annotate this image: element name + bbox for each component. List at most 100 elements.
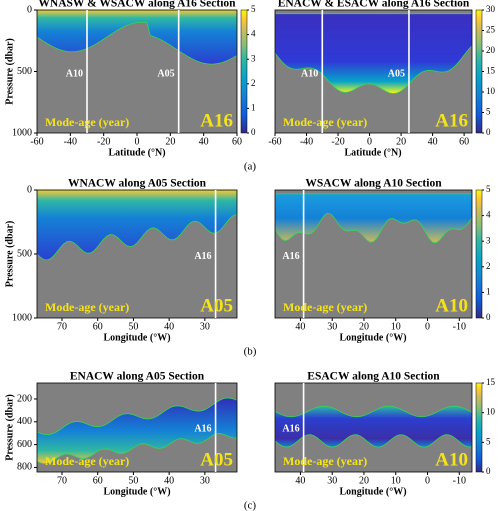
- y-tick-label: 200: [17, 393, 32, 404]
- y-tick-label: 500: [17, 248, 32, 259]
- field-band: [275, 405, 472, 448]
- annotation: Mode-age (year): [45, 115, 129, 129]
- y-axis-label: Pressure (dbar): [4, 394, 15, 461]
- x-tick-label: 40: [164, 321, 174, 332]
- x-tick-label: 20: [165, 136, 175, 147]
- y-tick-label: 400: [17, 416, 32, 427]
- colorbar-tick-label: 5: [486, 107, 491, 117]
- panel-title: WNASW & WSACW along A16 Section: [38, 0, 236, 10]
- colorbar-tick-label: 0: [251, 127, 256, 137]
- colorbar-tick-label: 1: [251, 102, 256, 112]
- crossing-label: A16: [194, 424, 211, 435]
- x-axis-label: Longitude (°W): [103, 332, 170, 343]
- x-tick-label: 70: [57, 475, 67, 486]
- x-tick-label: -40: [64, 136, 77, 147]
- section-label: A10: [435, 449, 468, 470]
- x-tick-label: 50: [128, 321, 138, 332]
- x-tick-label: 0: [135, 136, 140, 147]
- colorbar-tick-label: 5: [486, 184, 491, 194]
- colorbar-tick-label: 0: [486, 312, 491, 322]
- field-band: [37, 190, 237, 261]
- crossing-label: A10: [66, 68, 83, 79]
- y-tick-label: 1000: [12, 312, 32, 323]
- colorbar: [475, 382, 483, 473]
- plot-frame: [274, 189, 473, 319]
- x-tick-label: 70: [57, 321, 67, 332]
- field: [275, 405, 472, 448]
- x-tick-label: 40: [199, 136, 209, 147]
- section-label: A05: [200, 295, 233, 316]
- field: [37, 397, 237, 465]
- x-axis-label: Longitude (°W): [339, 486, 406, 497]
- colorbar-tick-label: 2: [251, 78, 256, 88]
- x-axis-label: Latitude (°N): [108, 147, 165, 158]
- y-tick-label: 500: [17, 66, 32, 77]
- colorbar-tick-label: 3: [251, 53, 256, 63]
- colorbar-tick-label: 5: [486, 436, 491, 446]
- colorbar-tick-label: 30: [486, 4, 496, 14]
- field: [37, 190, 237, 261]
- colorbar: [475, 9, 483, 134]
- field-band: [275, 13, 472, 94]
- y-tick-label: 800: [17, 462, 32, 473]
- plot-frame: [274, 9, 473, 134]
- crossing-label: A16: [282, 424, 299, 435]
- x-tick-label: -40: [300, 136, 313, 147]
- y-tick-label: 0: [27, 4, 32, 15]
- colorbar-tick-label: 1: [486, 286, 491, 296]
- colorbar-tick-label: 15: [486, 377, 496, 387]
- x-tick-label: 60: [459, 136, 469, 147]
- field-band: [275, 193, 472, 244]
- panel-caption: (a): [244, 161, 257, 173]
- field-band: [37, 397, 237, 465]
- x-tick-label: 30: [327, 321, 337, 332]
- x-tick-label: 20: [396, 136, 406, 147]
- annotation: Mode-age (year): [283, 115, 367, 129]
- x-tick-label: 20: [359, 321, 369, 332]
- x-tick-label: 10: [391, 321, 401, 332]
- panel-title: ENACW & ESACW along A16 Section: [278, 0, 470, 10]
- crossing-label: A05: [157, 68, 174, 79]
- y-tick-label: 0: [27, 184, 32, 195]
- x-tick-label: 0: [367, 136, 372, 147]
- section-label: A05: [200, 449, 233, 470]
- x-tick-label: -60: [30, 136, 43, 147]
- x-axis-label: Longitude (°W): [103, 486, 170, 497]
- x-tick-label: 40: [295, 321, 305, 332]
- colorbar-tick-label: 0: [486, 127, 491, 137]
- section-label: A16: [435, 110, 468, 131]
- x-tick-label: 40: [295, 475, 305, 486]
- colorbar-tick-label: 10: [486, 407, 496, 417]
- panel-title: ESACW along A10 Section: [307, 371, 440, 383]
- y-axis-label: Pressure (dbar): [4, 38, 15, 105]
- x-tick-label: 30: [200, 321, 210, 332]
- x-tick-label: 0: [425, 475, 430, 486]
- x-tick-label: 30: [327, 475, 337, 486]
- colorbar-tick-label: 10: [486, 86, 496, 96]
- colorbar-tick-label: 25: [486, 25, 496, 35]
- plot-frame: [274, 382, 473, 473]
- x-tick-label: 30: [200, 475, 210, 486]
- section-label: A16: [200, 110, 233, 131]
- annotation: Mode-age (year): [283, 454, 367, 468]
- colorbar: [240, 9, 248, 134]
- y-axis-label: Pressure (dbar): [4, 221, 15, 288]
- x-tick-label: 40: [428, 136, 438, 147]
- colorbar-tick-label: 5: [251, 4, 256, 14]
- colorbar-tick-label: 2: [486, 261, 491, 271]
- x-axis-label: Latitude (°N): [344, 147, 401, 158]
- x-tick-label: 0: [425, 321, 430, 332]
- crossing-label: A05: [388, 68, 405, 79]
- crossing-label: A16: [282, 251, 299, 262]
- panel-title: WSACW along A10 Section: [305, 178, 442, 190]
- x-tick-label: -60: [268, 136, 281, 147]
- colorbar-tick-label: 20: [486, 45, 496, 55]
- panel-title: WNACW along A05 Section: [68, 178, 207, 190]
- plot-frame: [36, 382, 238, 473]
- x-tick-label: 60: [232, 136, 242, 147]
- x-tick-label: 60: [93, 475, 103, 486]
- colorbar-tick-label: 4: [251, 29, 256, 39]
- field: [275, 13, 472, 94]
- x-tick-label: 60: [93, 321, 103, 332]
- x-tick-label: 20: [359, 475, 369, 486]
